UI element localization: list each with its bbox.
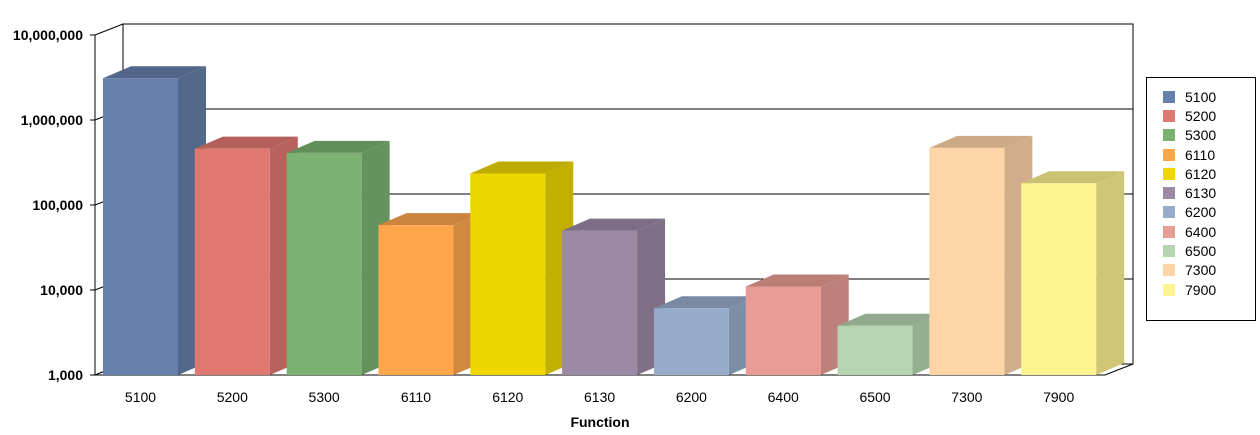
y-tick-label: 1,000 (48, 367, 83, 383)
legend-item: 6500 (1163, 241, 1255, 260)
legend-label: 6130 (1185, 185, 1217, 202)
x-tick-label: 6110 (401, 389, 431, 405)
bar-5300 (286, 140, 390, 375)
bar-top (929, 135, 1033, 148)
gridline (94, 108, 1133, 121)
bar-top (653, 296, 757, 309)
bar-top (1021, 171, 1125, 184)
bar-top (745, 274, 849, 287)
bar-5200 (194, 136, 298, 375)
bar-5100 (103, 66, 206, 375)
legend-label: 6200 (1185, 204, 1217, 221)
bar-top (286, 140, 390, 153)
x-tick-label: 5200 (217, 389, 248, 405)
bar-front (378, 225, 454, 375)
x-tick-label: 7900 (1043, 389, 1074, 405)
bar-front (837, 325, 913, 375)
bar-side (1096, 171, 1125, 375)
x-axis-label: Function (570, 414, 629, 430)
bar-6120 (470, 161, 574, 375)
x-tick-label: 6120 (492, 389, 523, 405)
bar-front (745, 286, 821, 375)
legend-swatch (1163, 283, 1175, 296)
y-tick-label: 1,000,000 (21, 112, 83, 128)
legend-item: 7900 (1163, 280, 1255, 299)
bar-front (929, 147, 1005, 375)
bar-6110 (378, 213, 482, 375)
legend-item: 6110 (1163, 145, 1255, 164)
legend-label: 5100 (1185, 88, 1217, 105)
bar-6200 (653, 296, 757, 375)
legend-swatch (1163, 148, 1175, 161)
x-axis-ticks: 5100 5200 5300 6110 6120 6130 6200 6400 6500 7300… (125, 389, 1075, 405)
x-tick-label: 6500 (859, 389, 890, 405)
bar-top (103, 66, 206, 79)
x-tick-label: 5100 (125, 389, 156, 405)
y-tick-label: 10,000 (40, 282, 83, 298)
legend-item: 6120 (1163, 164, 1255, 183)
legend-swatch (1163, 109, 1175, 122)
bar-6130 (562, 218, 666, 375)
legend-label: 6400 (1185, 223, 1217, 240)
bar-6400 (745, 274, 849, 375)
legend-item: 5100 (1163, 87, 1255, 106)
bar-front (470, 173, 546, 375)
x-tick-label: 6130 (584, 389, 615, 405)
bar-top (378, 213, 482, 226)
legend-item: 5200 (1163, 106, 1255, 125)
bar-front (103, 78, 178, 375)
legend-item: 7300 (1163, 261, 1255, 280)
legend-swatch (1163, 206, 1175, 219)
legend-label: 5200 (1185, 107, 1217, 124)
x-tick-label: 6200 (676, 389, 707, 405)
x-tick-label: 7300 (951, 389, 982, 405)
legend-swatch (1163, 187, 1175, 200)
legend-label: 5300 (1185, 127, 1217, 144)
legend-item: 6200 (1163, 203, 1255, 222)
bars (103, 66, 1125, 375)
legend-swatch (1163, 225, 1175, 238)
bar-front (1021, 183, 1097, 375)
legend-swatch (1163, 264, 1175, 277)
legend-swatch (1163, 167, 1175, 180)
legend-item: 6400 (1163, 222, 1255, 241)
legend-label: 7900 (1185, 281, 1217, 298)
bar-top (194, 136, 298, 149)
legend-item: 5300 (1163, 126, 1255, 145)
bar-front (194, 148, 270, 375)
bar-7900 (1021, 171, 1125, 375)
bar-6500 (837, 313, 941, 375)
legend-swatch (1163, 129, 1175, 142)
legend-label: 6120 (1185, 165, 1217, 182)
bar-top (470, 161, 574, 174)
legend-label: 6110 (1185, 146, 1216, 163)
bar-top (562, 218, 666, 231)
bar-front (562, 230, 638, 375)
legend-label: 7300 (1185, 262, 1217, 279)
bar-front (286, 152, 362, 375)
x-tick-label: 6400 (768, 389, 799, 405)
x-tick-label: 5300 (309, 389, 340, 405)
bar-front (653, 308, 729, 375)
y-tick-label: 100,000 (32, 197, 83, 213)
legend-swatch (1163, 245, 1175, 258)
y-tick-label: 10,000,000 (13, 27, 83, 43)
legend: 5100 5200 5300 6110 6120 6130 6200 6400 6500 7300… (1146, 77, 1256, 321)
bar-top (837, 313, 941, 326)
legend-label: 6500 (1185, 243, 1217, 260)
legend-swatch (1163, 90, 1175, 103)
bar-7300 (929, 135, 1033, 375)
legend-item: 6130 (1163, 183, 1255, 202)
